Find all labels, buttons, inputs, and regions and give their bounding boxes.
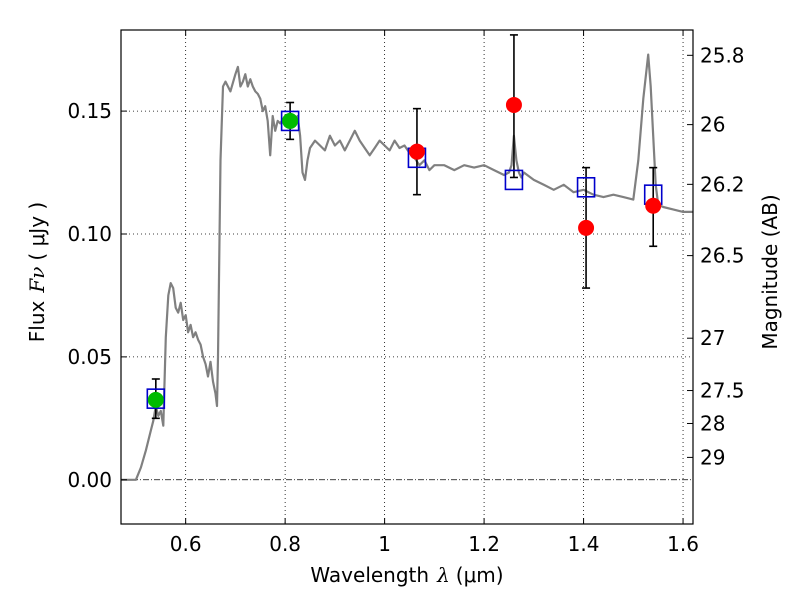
magnitude-tick-label: 28 [700, 411, 725, 435]
x-tick-label: 1 [378, 532, 391, 556]
marker-layer [146, 96, 663, 409]
model-spectrum-layer [121, 53, 693, 481]
model-flux-square [504, 169, 524, 191]
x-tick-label: 0.8 [269, 532, 301, 556]
plot-background [121, 30, 693, 524]
magnitude-tick-label: 29 [700, 445, 725, 469]
grid [121, 30, 693, 524]
x-axis-title: Wavelength λ (μm) [310, 563, 503, 587]
x-tick-label: 1.4 [568, 532, 600, 556]
plot-frame [120, 29, 694, 525]
observed-flux-point [282, 112, 299, 129]
y-axis-unit: ( μJy ) [25, 202, 49, 261]
magnitude-tick-label: 27.5 [700, 379, 745, 403]
model-spectrum-line [121, 53, 693, 481]
x-tick-label: 1.2 [468, 532, 500, 556]
y-axis-label: Flux [25, 300, 49, 342]
y-tick-labels: 0.00 0.05 0.10 0.15 [67, 99, 112, 492]
magnitude-tick-label: 27 [700, 326, 725, 350]
right-axis-title: Magnitude (AB) [758, 194, 782, 349]
observed-flux-point [505, 96, 522, 113]
x-tick-label: 0.6 [170, 532, 202, 556]
magnitude-tick-label: 26.2 [700, 172, 745, 196]
y-axis-title: Flux Fν ( μJy ) [25, 202, 49, 342]
magnitude-tick-label: 26 [700, 113, 725, 137]
model-flux-square [146, 388, 166, 409]
observed-flux-point [645, 197, 662, 214]
x-tick-label: 1.6 [667, 532, 699, 556]
y-tick-label: 0.15 [67, 99, 112, 123]
y-axis-symbol: Fν [25, 267, 49, 294]
magnitude-tick-label: 26.5 [700, 244, 745, 268]
y-tick-label: 0.05 [67, 345, 112, 369]
magnitude-tick-labels: 25.8 26 26.2 26.5 27 27.5 28 29 [700, 43, 745, 469]
observed-flux-point [578, 219, 595, 236]
observed-flux-point [408, 143, 425, 160]
observed-flux-point [147, 391, 164, 408]
x-axis-unit: (μm) [456, 563, 504, 587]
y-tick-label: 0.00 [67, 468, 112, 492]
model-flux-square [576, 176, 596, 198]
x-axis-label: Wavelength [310, 563, 429, 587]
magnitude-tick-label: 25.8 [700, 43, 745, 67]
model-flux-square [280, 110, 300, 132]
tick-marks [121, 30, 693, 524]
x-tick-labels: 0.6 0.8 1 1.2 1.4 1.6 [170, 532, 699, 556]
y-tick-label: 0.10 [67, 222, 112, 246]
x-axis-symbol: λ [436, 563, 450, 587]
